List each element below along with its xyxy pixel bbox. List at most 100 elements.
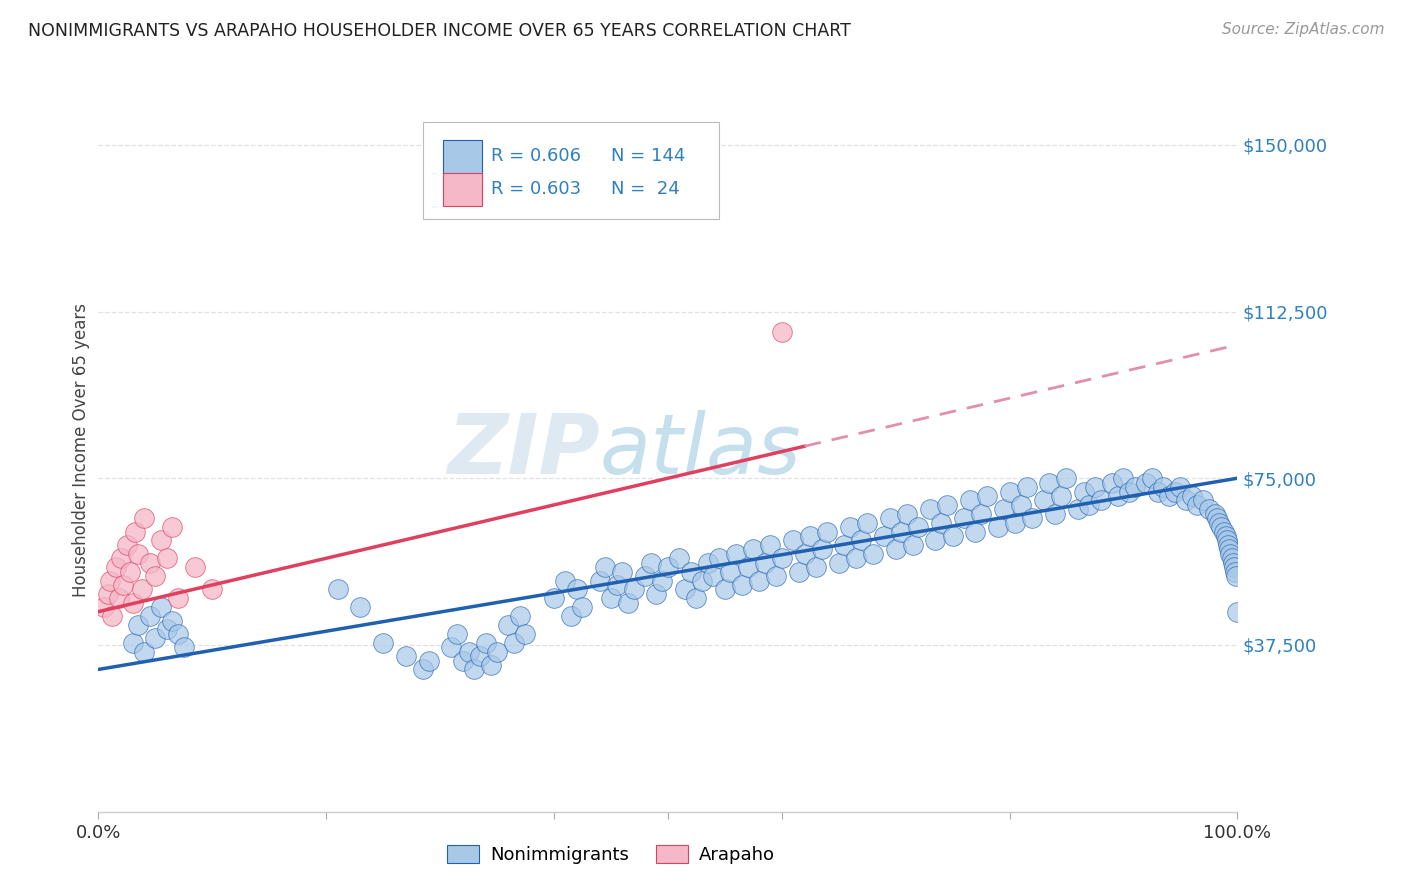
Point <box>1049 489 1071 503</box>
Point <box>1170 480 1192 494</box>
Point <box>987 520 1010 534</box>
Point <box>965 524 987 539</box>
Point <box>98 574 121 588</box>
Point <box>907 520 929 534</box>
Point <box>474 636 496 650</box>
Point <box>110 551 132 566</box>
Point <box>1211 520 1233 534</box>
Point <box>725 547 748 561</box>
Point <box>828 556 851 570</box>
Point <box>679 565 702 579</box>
Point <box>1187 498 1209 512</box>
Point <box>1223 560 1246 574</box>
Point <box>673 582 696 597</box>
Point <box>1198 502 1220 516</box>
Point <box>782 533 804 548</box>
Point <box>924 533 946 548</box>
Point <box>1157 489 1180 503</box>
Point <box>418 654 440 668</box>
Point <box>873 529 896 543</box>
Point <box>839 520 862 534</box>
Point <box>884 542 907 557</box>
Point <box>132 645 155 659</box>
Point <box>440 640 463 655</box>
Point <box>1222 556 1244 570</box>
Point <box>326 582 349 597</box>
Text: atlas: atlas <box>599 410 801 491</box>
Point <box>150 600 173 615</box>
Point <box>1067 502 1090 516</box>
Point <box>1038 475 1060 490</box>
Point <box>1223 565 1246 579</box>
Point <box>167 627 190 641</box>
Point <box>731 578 754 592</box>
Point <box>1135 475 1157 490</box>
Point <box>856 516 879 530</box>
Point <box>617 596 640 610</box>
Point <box>127 618 149 632</box>
Point <box>112 578 135 592</box>
Point <box>623 582 645 597</box>
Point <box>1021 511 1043 525</box>
Point <box>1043 507 1066 521</box>
Point <box>918 502 941 516</box>
Point <box>1225 569 1247 583</box>
Point <box>1101 475 1123 490</box>
Point <box>1084 480 1107 494</box>
Point <box>593 560 616 574</box>
Point <box>124 524 146 539</box>
Point <box>543 591 565 606</box>
Point <box>970 507 993 521</box>
Point <box>896 507 918 521</box>
Point <box>1140 471 1163 485</box>
Point <box>1078 498 1101 512</box>
Point <box>1220 551 1243 566</box>
Point <box>685 591 707 606</box>
Point <box>770 551 793 566</box>
Point <box>162 520 184 534</box>
Point <box>1073 484 1095 499</box>
Point <box>804 560 827 574</box>
Point <box>1226 605 1249 619</box>
Point <box>479 658 502 673</box>
Point <box>651 574 673 588</box>
Point <box>571 600 593 615</box>
Point <box>879 511 901 525</box>
Point <box>412 662 434 676</box>
Point <box>1218 538 1240 552</box>
Point <box>1146 484 1168 499</box>
Text: NONIMMIGRANTS VS ARAPAHO HOUSEHOLDER INCOME OVER 65 YEARS CORRELATION CHART: NONIMMIGRANTS VS ARAPAHO HOUSEHOLDER INC… <box>28 22 851 40</box>
Point <box>451 654 474 668</box>
Point <box>145 632 167 646</box>
Point <box>1205 511 1227 525</box>
Point <box>560 609 582 624</box>
Point <box>606 578 628 592</box>
FancyBboxPatch shape <box>423 121 718 219</box>
Point <box>509 609 531 624</box>
Point <box>976 489 998 503</box>
Point <box>1192 493 1215 508</box>
Point <box>901 538 924 552</box>
Point <box>121 636 143 650</box>
Point <box>156 623 179 637</box>
Point <box>935 498 957 512</box>
Point <box>167 591 190 606</box>
Text: R = 0.606: R = 0.606 <box>491 147 581 165</box>
Point <box>463 662 485 676</box>
Point <box>612 565 634 579</box>
Point <box>120 565 142 579</box>
Point <box>851 533 873 548</box>
Point <box>707 551 730 566</box>
Point <box>787 565 810 579</box>
Point <box>714 582 737 597</box>
Point <box>645 587 668 601</box>
Point <box>1032 493 1054 508</box>
Point <box>754 556 776 570</box>
Point <box>1152 480 1174 494</box>
Point <box>115 538 138 552</box>
Point <box>101 609 124 624</box>
Point <box>201 582 224 597</box>
Point <box>145 569 167 583</box>
Point <box>1118 484 1140 499</box>
Point <box>1123 480 1146 494</box>
